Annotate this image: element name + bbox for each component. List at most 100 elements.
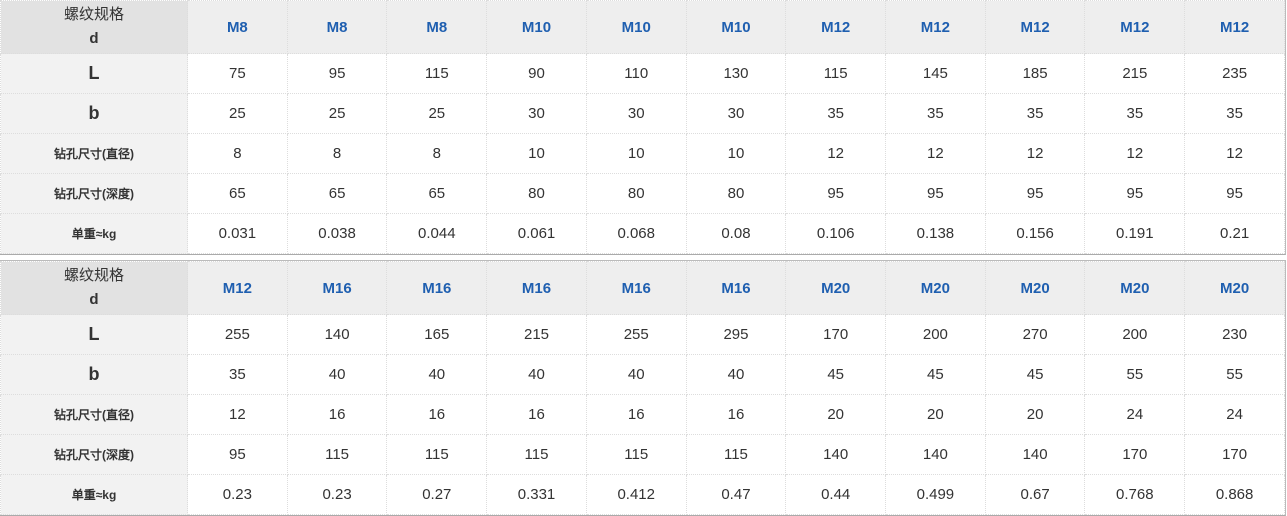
value-cell: 185 <box>984 53 1086 94</box>
spec-cell: M20 <box>885 261 986 315</box>
value-cell: 0.412 <box>585 474 687 515</box>
value-cell: 65 <box>386 173 488 214</box>
value-cell: 255 <box>187 314 288 355</box>
row-weight: 单重≈kg 0.23 0.23 0.27 0.331 0.412 0.47 0.44 0.499… <box>0 474 1285 515</box>
value-cell: 12 <box>1184 133 1285 174</box>
value-cell: 12 <box>187 394 288 435</box>
value-cell: 140 <box>885 434 986 475</box>
value-cell: 0.47 <box>685 474 787 515</box>
value-cell: 0.068 <box>585 213 687 254</box>
spec-cell: M8 <box>386 0 488 54</box>
spec-cell: M10 <box>486 0 587 54</box>
spec-cell: M10 <box>685 0 787 54</box>
value-cell: 65 <box>187 173 288 214</box>
value-cell: 20 <box>984 394 1086 435</box>
value-cell: 8 <box>386 133 488 174</box>
value-cell: 0.138 <box>885 213 986 254</box>
value-cell: 0.21 <box>1184 213 1285 254</box>
value-cell: 35 <box>1184 93 1285 134</box>
value-cell: 115 <box>386 434 488 475</box>
value-cell: 80 <box>585 173 687 214</box>
value-cell: 270 <box>984 314 1086 355</box>
value-cell: 16 <box>286 394 388 435</box>
value-cell: 0.44 <box>785 474 887 515</box>
spec-cell: M20 <box>1184 261 1285 315</box>
value-cell: 0.868 <box>1184 474 1285 515</box>
value-cell: 0.27 <box>386 474 488 515</box>
row-label: 钻孔尺寸(深度) <box>0 173 188 214</box>
spec-cell: M12 <box>885 0 986 54</box>
value-cell: 35 <box>885 93 986 134</box>
value-cell: 25 <box>386 93 488 134</box>
value-cell: 40 <box>286 354 388 395</box>
value-cell: 55 <box>1184 354 1285 395</box>
spec-cell: M12 <box>984 0 1086 54</box>
value-cell: 10 <box>685 133 787 174</box>
spec-cell: M16 <box>486 261 587 315</box>
value-cell: 45 <box>785 354 887 395</box>
value-cell: 215 <box>486 314 587 355</box>
spec-table-2: 螺纹规格 d M12 M16 M16 M16 M16 M16 M20 M20 M20 M20 M20 L 2… <box>0 260 1286 516</box>
value-cell: 0.061 <box>486 213 587 254</box>
spec-cell: M20 <box>984 261 1086 315</box>
value-cell: 95 <box>1084 173 1186 214</box>
value-cell: 215 <box>1084 53 1186 94</box>
value-cell: 170 <box>1084 434 1186 475</box>
value-cell: 12 <box>785 133 887 174</box>
value-cell: 115 <box>386 53 488 94</box>
value-cell: 115 <box>785 53 887 94</box>
value-cell: 45 <box>885 354 986 395</box>
value-cell: 115 <box>286 434 388 475</box>
spec-cell: M12 <box>785 0 887 54</box>
value-cell: 25 <box>187 93 288 134</box>
spec-label-line1: 螺纹规格 <box>63 6 124 23</box>
value-cell: 0.106 <box>785 213 887 254</box>
value-cell: 115 <box>685 434 787 475</box>
header-row: 螺纹规格 d M8 M8 M8 M10 M10 M10 M12 M12 M12 M12 M12 <box>0 0 1285 54</box>
value-cell: 0.038 <box>286 213 388 254</box>
spec-cell: M12 <box>1084 0 1186 54</box>
spec-table-1: 螺纹规格 d M8 M8 M8 M10 M10 M10 M12 M12 M12 M12 M12 L 75 95… <box>0 0 1286 255</box>
value-cell: 40 <box>486 354 587 395</box>
value-cell: 0.156 <box>984 213 1086 254</box>
row-drill_dia: 钻孔尺寸(直径) 8 8 8 10 10 10 12 12 12 12 12 <box>0 133 1285 174</box>
spec-cell: M16 <box>386 261 488 315</box>
row-b: b 25 25 25 30 30 30 35 35 35 35 35 <box>0 93 1285 134</box>
value-cell: 235 <box>1184 53 1285 94</box>
value-cell: 35 <box>187 354 288 395</box>
value-cell: 40 <box>585 354 687 395</box>
row-L: L 75 95 115 90 110 130 115 145 185 215 235 <box>0 53 1285 94</box>
value-cell: 145 <box>885 53 986 94</box>
value-cell: 0.331 <box>486 474 587 515</box>
value-cell: 140 <box>785 434 887 475</box>
value-cell: 35 <box>1084 93 1186 134</box>
value-cell: 65 <box>286 173 388 214</box>
value-cell: 12 <box>984 133 1086 174</box>
spec-label-line2: d <box>89 30 99 47</box>
value-cell: 25 <box>286 93 388 134</box>
value-cell: 12 <box>1084 133 1186 174</box>
value-cell: 90 <box>486 53 587 94</box>
row-L: L 255 140 165 215 255 295 170 200 270 200 230 <box>0 314 1285 355</box>
value-cell: 295 <box>685 314 787 355</box>
value-cell: 95 <box>187 434 288 475</box>
value-cell: 200 <box>1084 314 1186 355</box>
value-cell: 200 <box>885 314 986 355</box>
value-cell: 20 <box>885 394 986 435</box>
spec-cell: M12 <box>1184 0 1285 54</box>
value-cell: 0.768 <box>1084 474 1186 515</box>
value-cell: 80 <box>685 173 787 214</box>
header-row: 螺纹规格 d M12 M16 M16 M16 M16 M16 M20 M20 M20 M20 M20 <box>0 261 1285 315</box>
row-label: b <box>0 93 188 134</box>
value-cell: 8 <box>187 133 288 174</box>
value-cell: 16 <box>486 394 587 435</box>
row-label: L <box>0 314 188 355</box>
row-weight: 单重≈kg 0.031 0.038 0.044 0.061 0.068 0.08 0.106 0… <box>0 213 1285 254</box>
row-label: L <box>0 53 188 94</box>
row-label: 钻孔尺寸(深度) <box>0 434 188 475</box>
value-cell: 55 <box>1084 354 1186 395</box>
row-drill_depth: 钻孔尺寸(深度) 95 115 115 115 115 115 140 140 140 170 170 <box>0 434 1285 475</box>
spec-cell: M16 <box>685 261 787 315</box>
value-cell: 0.191 <box>1084 213 1186 254</box>
spec-cell: M10 <box>585 0 687 54</box>
